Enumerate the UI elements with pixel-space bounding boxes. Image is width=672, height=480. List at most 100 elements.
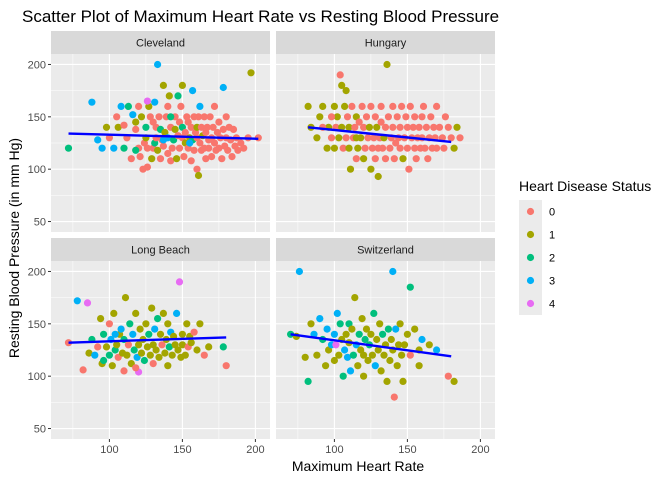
data-point <box>177 102 185 110</box>
data-point <box>335 134 343 142</box>
data-point <box>396 320 404 328</box>
trend-line <box>68 132 259 141</box>
legend-key-swatch <box>526 207 535 216</box>
data-point <box>400 341 409 349</box>
data-point <box>94 136 102 144</box>
data-point <box>371 155 379 163</box>
data-point <box>208 153 216 161</box>
data-point <box>316 315 324 323</box>
data-point <box>319 102 327 110</box>
data-point <box>377 102 385 110</box>
data-point <box>158 341 166 349</box>
data-point <box>143 163 151 171</box>
data-point <box>132 125 140 133</box>
data-point <box>127 155 135 163</box>
data-point <box>352 113 360 121</box>
facet-panel-switzerland: Switzerland 100 150 200 <box>276 238 495 456</box>
data-point <box>105 134 113 142</box>
data-point <box>374 346 382 354</box>
data-point <box>173 155 181 163</box>
data-point <box>398 102 406 110</box>
data-point <box>136 325 144 333</box>
legend-label: 1 <box>549 230 555 242</box>
data-point <box>412 155 420 163</box>
data-point <box>358 315 366 323</box>
data-point <box>196 320 204 328</box>
data-point <box>145 330 153 338</box>
data-point <box>444 123 452 131</box>
data-point <box>379 330 387 338</box>
data-point <box>415 123 423 131</box>
data-point <box>175 144 184 152</box>
data-point <box>403 144 411 152</box>
data-point <box>132 146 140 154</box>
data-point <box>418 113 426 121</box>
data-point <box>113 113 121 121</box>
data-point <box>425 341 433 349</box>
data-point <box>222 362 230 370</box>
data-point <box>330 330 338 338</box>
data-point <box>402 113 410 121</box>
data-point <box>193 346 201 354</box>
data-point <box>187 339 195 347</box>
data-point <box>343 113 352 121</box>
data-point <box>360 155 368 163</box>
data-point <box>209 123 217 131</box>
data-point <box>384 325 392 333</box>
x-tick-label: 100 <box>100 444 118 456</box>
facet-panel-hungary: Hungary <box>276 31 495 232</box>
data-point <box>94 343 102 351</box>
data-point <box>151 98 159 106</box>
data-point <box>386 356 394 365</box>
data-point <box>433 144 441 152</box>
data-point <box>186 139 194 147</box>
data-point <box>424 155 432 163</box>
data-point <box>365 123 373 131</box>
data-point <box>441 113 449 121</box>
data-point <box>132 364 140 372</box>
data-point <box>393 113 401 121</box>
data-point <box>348 102 356 110</box>
data-point <box>383 377 391 385</box>
data-point <box>124 341 132 349</box>
data-point <box>349 351 357 359</box>
data-point <box>171 125 179 133</box>
data-point <box>346 165 355 173</box>
data-point <box>117 325 125 333</box>
data-point <box>164 320 172 328</box>
data-point <box>313 134 321 142</box>
legend-items: 0 1 2 3 4 <box>519 200 555 315</box>
data-point <box>129 330 137 338</box>
facet-strip-label: Cleveland <box>136 38 185 50</box>
data-point <box>114 123 122 131</box>
data-point <box>161 128 169 137</box>
data-point <box>330 356 338 365</box>
data-point <box>342 134 350 142</box>
data-point <box>405 165 413 173</box>
data-point <box>403 123 411 131</box>
x-tick-label: 200 <box>471 444 489 456</box>
data-point <box>111 330 119 338</box>
legend-label: 3 <box>549 276 555 288</box>
data-point <box>190 328 198 336</box>
data-point <box>143 144 151 152</box>
facet-strip <box>51 31 270 54</box>
data-point <box>178 81 186 89</box>
data-point <box>83 299 92 307</box>
data-point <box>396 123 404 131</box>
legend-label: 4 <box>549 299 555 311</box>
y-tick-label: 150 <box>28 112 46 124</box>
data-point <box>406 351 414 359</box>
data-point <box>129 111 137 119</box>
data-point <box>406 283 414 291</box>
data-point <box>64 144 73 152</box>
y-tick-label: 200 <box>28 266 46 278</box>
data-point <box>105 320 113 328</box>
facet-panel-cleveland: Cleveland 50 100 150 200 <box>28 31 270 232</box>
data-point <box>148 304 156 312</box>
data-point <box>135 341 143 349</box>
data-point <box>143 97 151 105</box>
data-point <box>373 123 381 131</box>
chart-title: Scatter Plot of Maximum Heart Rate vs Re… <box>22 7 499 26</box>
data-point <box>358 102 366 110</box>
